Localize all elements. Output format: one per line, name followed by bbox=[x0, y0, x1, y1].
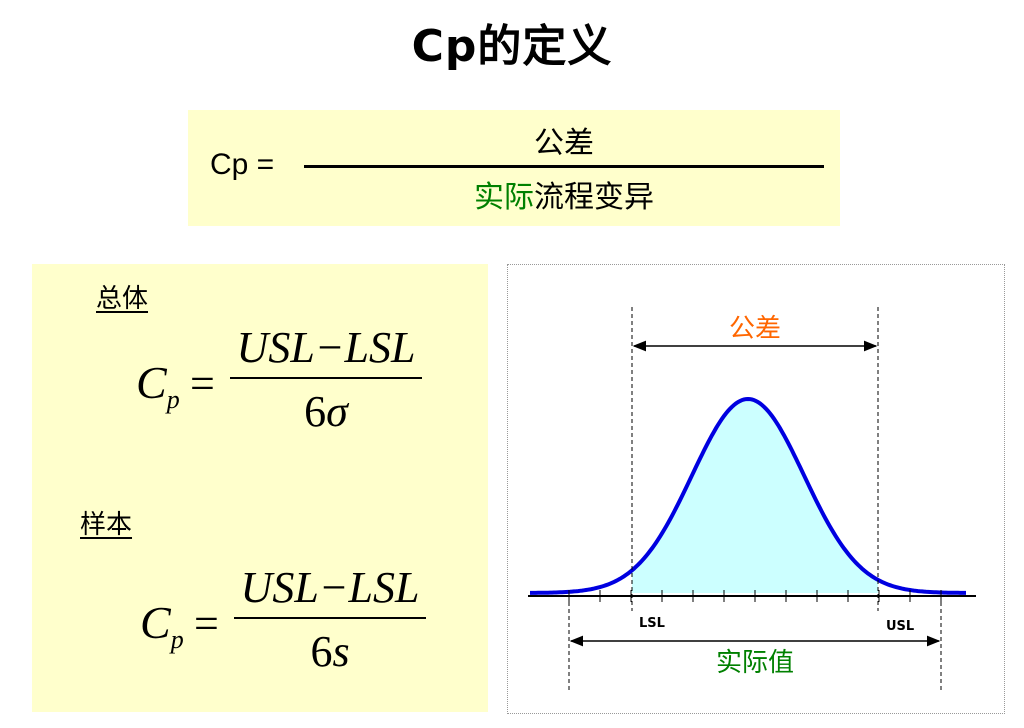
distribution-diagram: 公差 LSL USL 实际值 bbox=[528, 307, 976, 693]
sample-denominator: 6s bbox=[232, 626, 428, 677]
sample-numerator: USL−LSL bbox=[240, 563, 420, 612]
sample-label: 样本 bbox=[80, 510, 133, 540]
cp-definition-denominator: 实际流程变异 bbox=[304, 172, 824, 216]
sample-equals-sign: = bbox=[194, 599, 219, 648]
population-numerator: USL−LSL bbox=[236, 323, 416, 372]
population-formula-lhs: Cp bbox=[136, 356, 180, 415]
sample-s-symbol: s bbox=[332, 627, 350, 676]
cp-definition-lhs: Cp = bbox=[210, 148, 275, 181]
population-fraction-bar bbox=[230, 377, 422, 379]
denominator-actual-text: 实际 bbox=[474, 180, 534, 215]
cp-definition-fraction-bar bbox=[304, 165, 824, 168]
formula-box: 总体 Cp = USL−LSL 6σ 样本 Cp = USL−LSL 6s bbox=[32, 264, 488, 712]
curve-fill-area bbox=[632, 399, 878, 593]
distribution-diagram-box: 公差 LSL USL 实际值 bbox=[507, 264, 1005, 714]
sample-fraction-bar bbox=[234, 617, 426, 619]
population-c-symbol: C bbox=[136, 357, 167, 408]
cp-definition-box: Cp = 公差 实际流程变异 bbox=[188, 110, 840, 226]
sample-formula-lhs: Cp bbox=[140, 596, 184, 655]
population-sigma: σ bbox=[326, 387, 348, 436]
denominator-process-variation-text: 流程变异 bbox=[534, 180, 654, 215]
sample-six: 6 bbox=[310, 627, 333, 676]
actual-value-label: 实际值 bbox=[716, 648, 794, 678]
population-six: 6 bbox=[304, 387, 327, 436]
tolerance-label: 公差 bbox=[729, 314, 781, 344]
population-label: 总体 bbox=[96, 284, 149, 314]
normal-curve bbox=[530, 396, 966, 595]
page-title: Cp的定义 bbox=[411, 21, 613, 72]
population-p-subscript: p bbox=[166, 385, 180, 415]
sample-p-subscript: p bbox=[170, 625, 184, 655]
population-equals-sign: = bbox=[190, 359, 215, 408]
cp-definition-numerator: 公差 bbox=[534, 126, 594, 161]
population-denominator: 6σ bbox=[228, 386, 424, 437]
usl-label: USL bbox=[886, 619, 914, 634]
sample-c-symbol: C bbox=[140, 597, 171, 648]
axis-ticks bbox=[568, 590, 942, 602]
lsl-label: LSL bbox=[639, 616, 665, 631]
